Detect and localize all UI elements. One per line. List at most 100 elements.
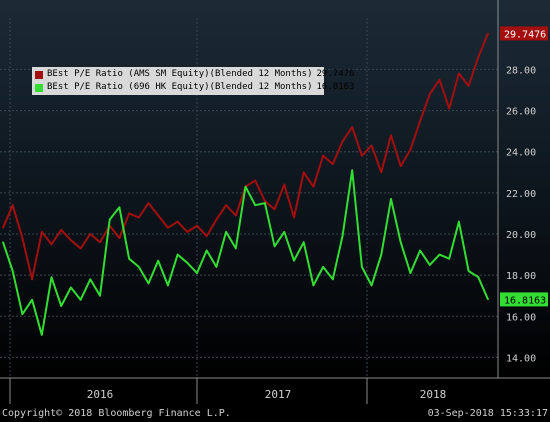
series-1-point-49: [477, 276, 480, 279]
footer: Copyright© 2018 Bloomberg Finance L.P. 0…: [0, 405, 550, 422]
last-value-labels: 29.7476 16.8163: [500, 26, 548, 307]
series-1-point-35: [341, 235, 344, 237]
series-0-point-39: [380, 171, 383, 174]
series-1-point-1: [11, 270, 14, 272]
series-0-point-14: [138, 216, 140, 219]
series-1-point-36: [351, 169, 354, 171]
series-0-point-18: [176, 220, 179, 223]
series-1-point-5: [50, 276, 53, 279]
series-1-point-30: [293, 259, 295, 262]
series-1-point-11: [108, 218, 111, 221]
series-0-point-17: [167, 227, 169, 229]
legend-label-ams: BEst P/E Ratio (AMS SM Equity)(Blended 1…: [47, 69, 313, 79]
series-0-point-16: [157, 214, 159, 217]
y-tick-label-4: 22.00: [506, 189, 536, 200]
series-1-point-43: [419, 249, 421, 252]
last-value-text-0: 29.7476: [504, 29, 546, 40]
series-1-point-32: [312, 284, 315, 287]
last-value-box-0: [500, 26, 548, 41]
series-0-point-29: [283, 183, 286, 186]
series-0-point-31: [302, 171, 305, 174]
series-0-point-26: [254, 179, 256, 182]
series-0-point-41: [399, 165, 402, 167]
series-1-point-23: [225, 231, 227, 233]
series-1-point-50: [487, 298, 489, 301]
series-0-point-38: [370, 144, 373, 147]
series-0-point-5: [50, 243, 53, 246]
series-1-point-27: [264, 202, 266, 204]
series-0-point-46: [448, 107, 451, 110]
series-0-point-44: [429, 93, 431, 95]
series-0-point-50: [487, 32, 489, 35]
series-1-point-21: [205, 249, 208, 252]
legend-entry-696hk: BEst P/E Ratio (696 HK Equity)(Blended 1…: [35, 81, 354, 94]
series-1-point-34: [332, 278, 334, 281]
copyright-text: Copyright© 2018 Bloomberg Finance L.P.: [2, 408, 231, 419]
series-0-point-22: [215, 218, 218, 221]
series-1-point-18: [176, 253, 179, 256]
series-0-point-49: [477, 56, 480, 58]
series-0-point-24: [235, 214, 237, 217]
series-0-point-4: [41, 231, 43, 233]
series-1-point-6: [60, 305, 62, 307]
x-axis-band: [0, 379, 550, 405]
series-1-point-0: [2, 241, 4, 243]
y-tick-label-1: 16.00: [506, 312, 536, 323]
series-1-point-13: [128, 257, 130, 260]
plot-background: [0, 0, 550, 378]
series-0-point-3: [31, 278, 33, 281]
series-0-point-35: [341, 140, 344, 143]
series-1-point-14: [138, 266, 140, 268]
legend-swatch-696hk: [35, 83, 43, 92]
series-1-point-41: [399, 241, 402, 243]
series-1-point-45: [438, 253, 441, 256]
series-1-point-47: [458, 220, 460, 223]
y-tick-label-3: 20.00: [506, 230, 536, 241]
series-1-point-9: [89, 278, 92, 281]
x-period-label-1: 2017: [265, 388, 292, 401]
series-0-point-9: [89, 233, 92, 235]
series-0-point-21: [205, 235, 208, 237]
series-0-point-48: [467, 85, 470, 87]
x-period-label-2: 2018: [420, 388, 447, 401]
series-0-point-43: [419, 120, 421, 122]
series-1-point-31: [302, 241, 305, 243]
series-1-point-12: [118, 206, 121, 209]
series-1-point-19: [186, 262, 189, 264]
legend-value-ams: 29.7476: [316, 69, 355, 79]
series-0-point-33: [322, 155, 324, 157]
series-1-point-46: [448, 257, 451, 260]
series-0-point-8: [79, 247, 82, 250]
series-1-point-20: [196, 272, 198, 274]
last-value-badge-0: 29.7476: [500, 26, 548, 41]
series-0-point-13: [128, 212, 130, 215]
series-0-point-12: [118, 237, 121, 239]
series-1-point-38: [370, 284, 373, 287]
legend-swatch-ams: [35, 70, 43, 79]
series-0-point-1: [11, 204, 14, 206]
series-0-point-0: [2, 227, 4, 229]
legend: BEst P/E Ratio (AMS SM Equity)(Blended 1…: [32, 67, 354, 95]
series-1-point-48: [467, 270, 470, 272]
timestamp-text: 03-Sep-2018 15:33:17: [427, 408, 548, 419]
series-0-point-36: [351, 126, 354, 128]
series-0-point-27: [264, 200, 266, 202]
series-0-point-23: [225, 204, 227, 206]
series-1-point-33: [322, 266, 324, 268]
y-axis: 14.00 16.00 18.00 20.00 22.00 24.00 26.00 28.00: [497, 0, 536, 378]
series-1-point-42: [409, 272, 412, 274]
series-1-point-44: [429, 264, 431, 266]
series-1-point-40: [390, 198, 392, 200]
y-tick-label-5: 24.00: [506, 148, 536, 159]
series-1-point-22: [215, 266, 218, 268]
series-0-point-40: [390, 134, 392, 137]
last-value-box-1: [500, 292, 548, 307]
series-1-point-4: [41, 334, 43, 336]
series-0-point-10: [99, 241, 101, 243]
last-value-badge-1: 16.8163: [500, 292, 548, 307]
series-1-point-29: [283, 231, 286, 233]
series-1-point-16: [157, 259, 159, 262]
series-1-point-10: [99, 294, 101, 297]
series-1-point-15: [147, 282, 150, 285]
series-lines: [2, 32, 489, 336]
